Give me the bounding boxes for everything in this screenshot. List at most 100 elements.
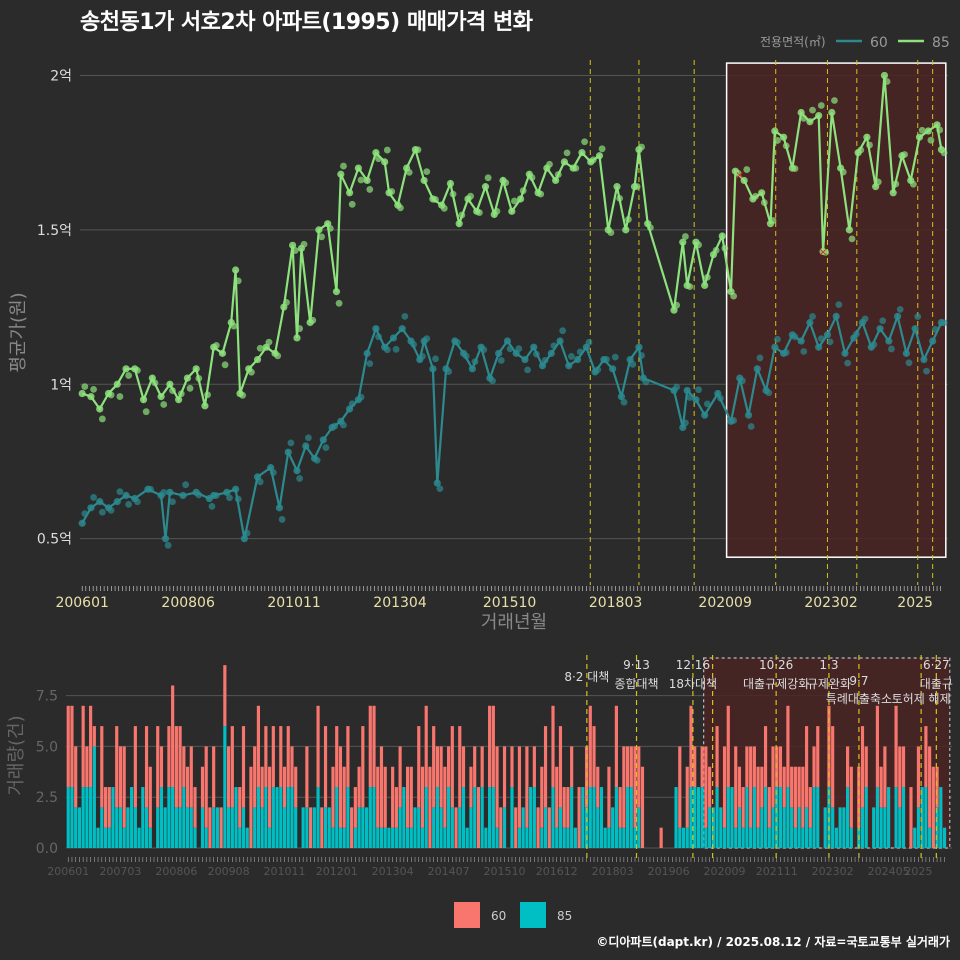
volume-bar-60 [491, 705, 495, 788]
data-point-85 [508, 207, 516, 215]
volume-bar-85 [144, 807, 149, 848]
data-point-85 [116, 393, 124, 400]
data-point-60 [800, 348, 808, 355]
volume-bar-85 [107, 827, 111, 848]
volume-bar-60 [778, 746, 783, 788]
volume-bar-85 [540, 827, 544, 848]
y-tick-label: 7.5 [36, 689, 58, 705]
volume-bar-60 [185, 766, 190, 808]
data-point-85 [318, 233, 325, 241]
data-point-85 [633, 183, 641, 190]
x-tick-label: 201407 [428, 865, 470, 878]
volume-bar-85 [700, 787, 704, 848]
data-point-60 [931, 325, 939, 333]
volume-bar-60 [443, 766, 447, 828]
data-point-85 [822, 248, 830, 256]
data-point-60 [134, 498, 141, 506]
volume-bar-85 [913, 827, 917, 848]
data-point-85 [924, 127, 932, 135]
data-point-60 [331, 422, 339, 430]
data-point-85 [283, 298, 290, 306]
volume-bar-60 [894, 705, 898, 788]
x-tick-label: 202302 [812, 865, 854, 878]
data-point-60 [524, 366, 531, 374]
volume-bar-85 [693, 787, 697, 848]
max-marker: × [735, 168, 744, 181]
data-point-85 [340, 162, 347, 170]
volume-bar-60 [338, 746, 343, 828]
y-tick-label: 1.5억 [37, 223, 72, 239]
data-point-85 [537, 190, 545, 198]
data-point-60 [515, 345, 523, 353]
data-point-60 [287, 439, 295, 447]
volume-bar-85 [860, 807, 865, 848]
x-tick-label: 201906 [648, 865, 690, 878]
volume-bar-60 [637, 746, 641, 808]
volume-bar-85 [894, 787, 898, 848]
volume-bar-85 [831, 807, 835, 848]
volume-bar-85 [346, 787, 350, 848]
data-point-85 [730, 292, 738, 300]
data-point-85 [420, 176, 428, 185]
data-point-60 [256, 478, 264, 486]
data-point-85 [918, 126, 926, 134]
data-point-85 [563, 149, 571, 157]
volume-bar-60 [831, 726, 835, 808]
volume-bar-60 [622, 746, 626, 828]
data-point-60 [747, 423, 755, 430]
data-point-60 [113, 498, 121, 506]
data-point-85 [458, 211, 466, 219]
data-point-85 [771, 127, 779, 135]
volume-bar-85 [432, 807, 436, 848]
data-point-85 [475, 209, 483, 216]
x-tick-label: 201510 [483, 595, 536, 611]
volume-bar-85 [678, 827, 682, 848]
volume-bar-85 [118, 807, 123, 848]
x-tick-label: 201612 [536, 865, 578, 878]
data-point-85 [679, 238, 687, 246]
data-point-60 [471, 358, 479, 366]
data-point-85 [348, 200, 356, 208]
data-point-60 [179, 491, 187, 500]
volume-bar-85 [253, 807, 257, 848]
volume-bar-85 [928, 827, 932, 848]
data-point-85 [734, 169, 742, 177]
volume-bar-85 [100, 807, 104, 848]
data-point-85 [493, 207, 501, 215]
volume-bar-85 [562, 827, 566, 848]
volume-bar-60 [555, 766, 559, 828]
data-point-85 [218, 349, 227, 357]
bottom-panel: 0.0 2.5 5.0 7.5 8·2 대책 9·13 종합대책 12·16 18차대책 10·2… [6, 655, 953, 928]
policy-label-name: 규제완화 [807, 677, 851, 691]
data-point-85 [554, 171, 562, 178]
volume-bar-60 [144, 726, 149, 808]
volume-bar-85 [435, 787, 439, 848]
volume-bar-85 [618, 827, 622, 848]
volume-bar-85 [939, 787, 943, 848]
volume-bar-85 [722, 827, 727, 848]
volume-bar-85 [185, 807, 190, 848]
volume-bar-85 [633, 827, 637, 848]
credit-text: ©디아파트(dapt.kr) / 2025.08.12 / 자료=국토교통부 실… [596, 935, 950, 949]
volume-bar-85 [737, 807, 742, 848]
data-point-60 [98, 508, 106, 516]
volume-bar-85 [424, 787, 428, 848]
data-point-60 [695, 386, 702, 394]
volume-bar-85 [543, 807, 548, 848]
volume-bar-60 [734, 746, 738, 828]
volume-bar-60 [864, 746, 868, 788]
volume-bar-85 [767, 827, 771, 848]
volume-bar-60 [495, 746, 499, 828]
data-point-85 [863, 133, 871, 141]
x-tick-label: 200806 [161, 595, 215, 611]
volume-bar-85 [480, 787, 484, 848]
policy-label-date: 9·13 [623, 658, 650, 672]
volume-bar-60 [264, 726, 268, 788]
x-tick-label: 201510 [484, 865, 526, 878]
data-point-85 [204, 391, 211, 399]
volume-bar-85 [193, 827, 197, 848]
data-point-85 [78, 389, 86, 398]
data-point-85 [166, 380, 174, 388]
volume-bar-85 [461, 787, 466, 848]
data-point-60 [489, 377, 496, 385]
